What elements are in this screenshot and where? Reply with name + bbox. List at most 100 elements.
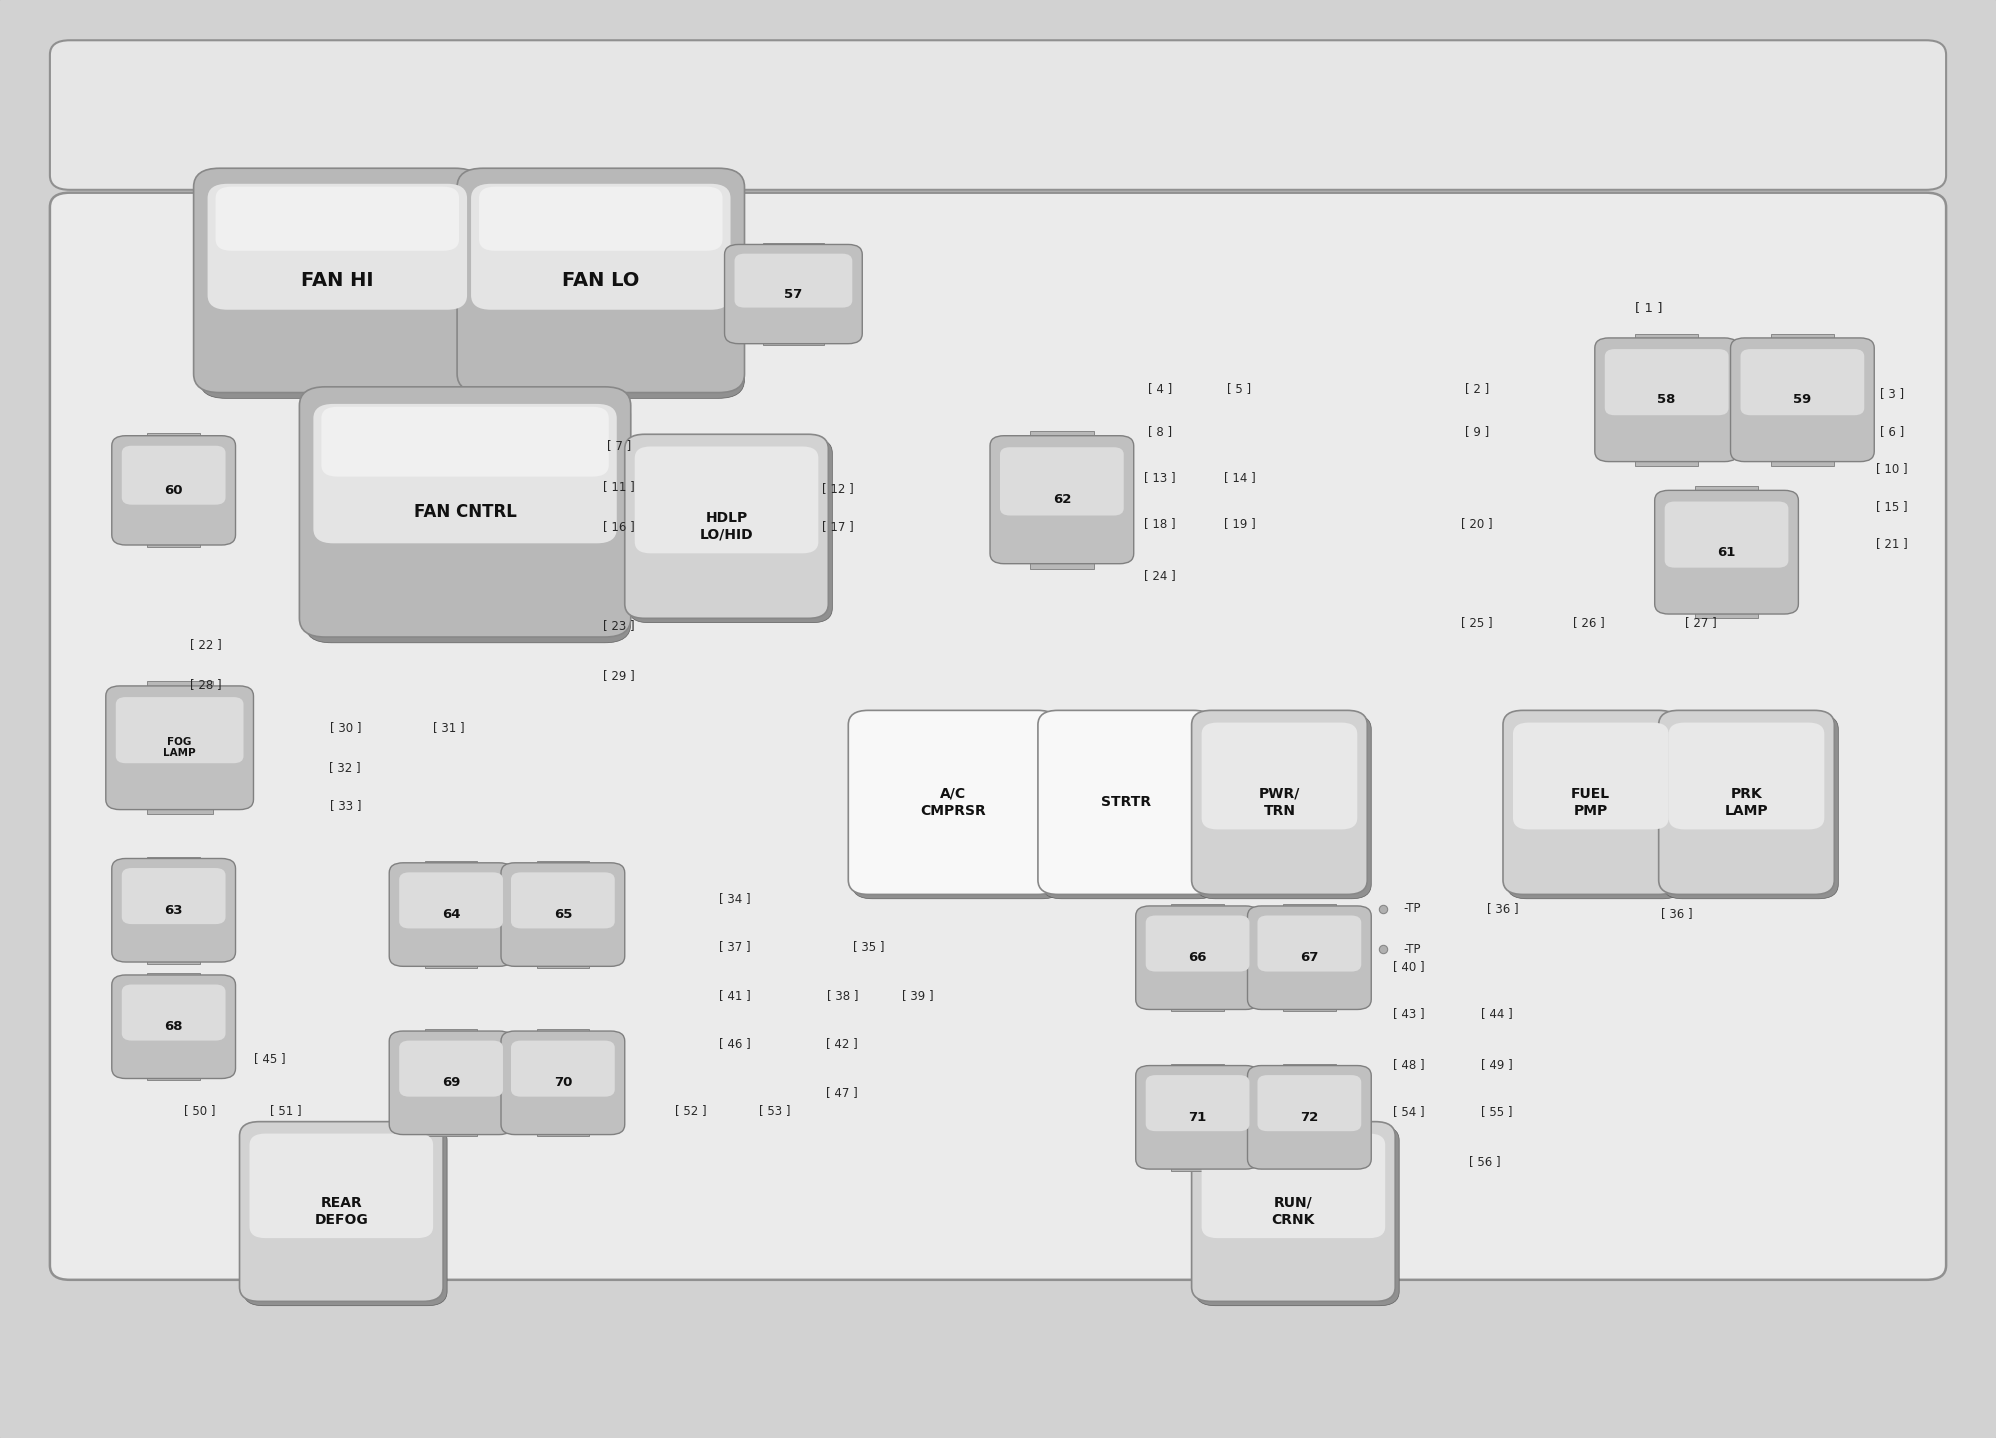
Text: [ 44 ]: [ 44 ] <box>1481 1007 1513 1021</box>
Text: [ 15 ]: [ 15 ] <box>1876 499 1908 513</box>
FancyBboxPatch shape <box>1283 1159 1335 1171</box>
FancyBboxPatch shape <box>1146 1076 1249 1132</box>
Text: [ 46 ]: [ 46 ] <box>719 1037 750 1051</box>
Text: [ 39 ]: [ 39 ] <box>902 988 934 1002</box>
FancyBboxPatch shape <box>848 710 1058 894</box>
FancyBboxPatch shape <box>1000 447 1124 516</box>
Text: 63: 63 <box>164 903 184 917</box>
Text: [ 27 ]: [ 27 ] <box>1685 615 1717 630</box>
Text: FAN HI: FAN HI <box>301 270 373 290</box>
Text: 70: 70 <box>553 1076 573 1090</box>
FancyBboxPatch shape <box>321 407 609 476</box>
FancyBboxPatch shape <box>1196 1126 1399 1306</box>
FancyBboxPatch shape <box>216 187 459 250</box>
Text: 58: 58 <box>1657 393 1677 407</box>
Text: [ 49 ]: [ 49 ] <box>1481 1057 1513 1071</box>
Text: [ 29 ]: [ 29 ] <box>603 669 635 683</box>
FancyBboxPatch shape <box>146 800 212 814</box>
FancyBboxPatch shape <box>1635 452 1699 466</box>
Text: 68: 68 <box>164 1020 184 1034</box>
FancyBboxPatch shape <box>1042 715 1218 899</box>
FancyBboxPatch shape <box>250 1133 433 1238</box>
Text: [ 10 ]: [ 10 ] <box>1876 462 1908 476</box>
Text: [ 18 ]: [ 18 ] <box>1144 516 1176 531</box>
FancyBboxPatch shape <box>1172 905 1224 916</box>
FancyBboxPatch shape <box>463 177 745 398</box>
FancyBboxPatch shape <box>106 686 253 810</box>
Text: A/C
CMPRSR: A/C CMPRSR <box>920 787 986 818</box>
FancyBboxPatch shape <box>240 1122 443 1301</box>
Text: FAN LO: FAN LO <box>563 270 639 290</box>
Text: [ 52 ]: [ 52 ] <box>675 1103 707 1117</box>
FancyBboxPatch shape <box>1136 1066 1259 1169</box>
FancyBboxPatch shape <box>399 1041 503 1097</box>
Text: [ 1 ]: [ 1 ] <box>1635 301 1663 315</box>
Text: [ 30 ]: [ 30 ] <box>329 720 361 735</box>
Text: -TP: -TP <box>1403 902 1421 916</box>
FancyBboxPatch shape <box>1030 554 1094 568</box>
Text: RUN/
CRNK: RUN/ CRNK <box>1271 1196 1315 1227</box>
Text: [ 22 ]: [ 22 ] <box>190 637 222 651</box>
FancyBboxPatch shape <box>194 168 481 393</box>
Text: STRTR: STRTR <box>1100 795 1152 810</box>
FancyBboxPatch shape <box>1695 604 1758 618</box>
Text: [ 14 ]: [ 14 ] <box>1224 470 1255 485</box>
FancyBboxPatch shape <box>629 439 832 623</box>
Text: 69: 69 <box>441 1076 461 1090</box>
FancyBboxPatch shape <box>208 184 467 309</box>
FancyBboxPatch shape <box>425 1125 477 1136</box>
FancyBboxPatch shape <box>1595 338 1739 462</box>
Text: 65: 65 <box>553 907 573 922</box>
FancyBboxPatch shape <box>112 436 236 545</box>
FancyBboxPatch shape <box>1038 710 1214 894</box>
FancyBboxPatch shape <box>1257 1076 1361 1132</box>
Text: [ 41 ]: [ 41 ] <box>719 988 750 1002</box>
FancyBboxPatch shape <box>1146 916 1249 972</box>
FancyBboxPatch shape <box>1196 715 1371 899</box>
Text: [ 51 ]: [ 51 ] <box>269 1103 301 1117</box>
Text: [ 42 ]: [ 42 ] <box>826 1037 858 1051</box>
FancyBboxPatch shape <box>1248 1066 1371 1169</box>
Text: 59: 59 <box>1792 393 1812 407</box>
FancyBboxPatch shape <box>1741 349 1864 416</box>
FancyBboxPatch shape <box>1283 905 1335 916</box>
Text: [ 13 ]: [ 13 ] <box>1144 470 1176 485</box>
FancyBboxPatch shape <box>1257 916 1361 972</box>
FancyBboxPatch shape <box>305 395 631 643</box>
FancyBboxPatch shape <box>425 956 477 968</box>
FancyBboxPatch shape <box>501 1031 625 1135</box>
FancyBboxPatch shape <box>1030 431 1094 446</box>
Text: [ 35 ]: [ 35 ] <box>852 939 884 953</box>
FancyBboxPatch shape <box>112 975 236 1078</box>
Text: [ 32 ]: [ 32 ] <box>329 761 361 775</box>
FancyBboxPatch shape <box>1669 722 1824 830</box>
Text: [ 38 ]: [ 38 ] <box>826 988 858 1002</box>
FancyBboxPatch shape <box>537 956 589 968</box>
Text: 62: 62 <box>1052 493 1072 506</box>
FancyBboxPatch shape <box>1513 722 1669 830</box>
Text: PWR/
TRN: PWR/ TRN <box>1259 787 1299 818</box>
FancyBboxPatch shape <box>148 535 200 548</box>
Text: [ 40 ]: [ 40 ] <box>1393 959 1425 974</box>
FancyBboxPatch shape <box>1248 906 1371 1009</box>
Text: [ 25 ]: [ 25 ] <box>1461 615 1493 630</box>
FancyBboxPatch shape <box>990 436 1134 564</box>
Text: -TP: -TP <box>1403 942 1421 956</box>
Text: [ 7 ]: [ 7 ] <box>607 439 631 453</box>
FancyBboxPatch shape <box>511 873 615 929</box>
Text: [ 8 ]: [ 8 ] <box>1148 424 1172 439</box>
Text: [ 47 ]: [ 47 ] <box>826 1086 858 1100</box>
FancyBboxPatch shape <box>50 40 1946 190</box>
Text: [ 4 ]: [ 4 ] <box>1148 381 1172 395</box>
FancyBboxPatch shape <box>148 952 200 963</box>
FancyBboxPatch shape <box>244 1126 447 1306</box>
Text: 57: 57 <box>784 288 802 301</box>
FancyBboxPatch shape <box>471 184 731 309</box>
FancyBboxPatch shape <box>511 1041 615 1097</box>
Text: [ 31 ]: [ 31 ] <box>433 720 465 735</box>
Text: [ 12 ]: [ 12 ] <box>822 482 854 496</box>
FancyBboxPatch shape <box>313 404 617 544</box>
Text: [ 36 ]: [ 36 ] <box>1487 902 1519 916</box>
FancyBboxPatch shape <box>1192 710 1367 894</box>
FancyBboxPatch shape <box>1695 486 1758 500</box>
